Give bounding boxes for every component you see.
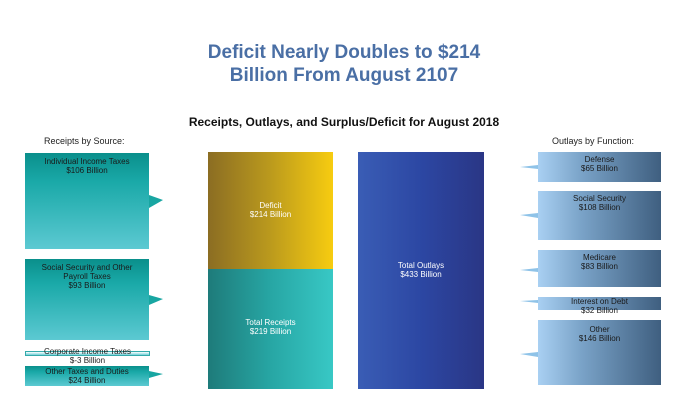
outlay-pointer (520, 165, 538, 169)
outlay-label: Interest on Debt (571, 297, 628, 306)
receipt-pointer (149, 195, 163, 208)
outlay-label: Other (589, 325, 610, 334)
outlay-value: $65 Billion (581, 164, 618, 173)
outlay-value: $108 Billion (578, 203, 621, 212)
outlay-value: $83 Billion (581, 262, 618, 271)
receipt-label: Corporate Income Taxes (43, 347, 131, 356)
receipt-label: Individual Income Taxes (44, 157, 130, 166)
outlay-defense: Defense $65 Billion (538, 152, 661, 182)
chart-subtitle: Receipts, Outlays, and Surplus/Deficit f… (188, 115, 500, 129)
deficit-bar: Deficit $214 Billion (208, 152, 333, 269)
outlay-other: Other $146 Billion (538, 320, 661, 385)
outlay-label: Social Security (573, 194, 626, 203)
total-outlays-label: Total Outlays (397, 261, 445, 270)
receipt-corporate-income-taxes: Corporate Income Taxes $-3 Billion (25, 347, 150, 365)
receipt-label: Social Security and Other Payroll Taxes (41, 263, 133, 281)
total-receipts-bar: Total Receipts $219 Billion (208, 269, 333, 389)
outlay-pointer (520, 268, 538, 272)
receipts-header: Receipts by Source: (44, 136, 125, 146)
outlay-value: $146 Billion (578, 334, 621, 343)
outlay-social-security: Social Security $108 Billion (538, 191, 661, 240)
receipt-value: $24 Billion (68, 376, 106, 385)
total-receipts-value: $219 Billion (249, 327, 292, 336)
total-outlays-value: $433 Billion (400, 270, 442, 279)
deficit-value: $214 Billion (249, 210, 292, 219)
deficit-label: Deficit (259, 201, 282, 210)
chart-title: Deficit Nearly Doubles to $214 Billion F… (0, 41, 688, 87)
outlay-interest-on-debt: Interest on Debt $32 Billion (538, 297, 661, 315)
outlay-label: Medicare (583, 253, 616, 262)
chart-title-line-2: Billion From August 2107 (229, 65, 459, 86)
receipt-value: $93 Billion (68, 281, 106, 290)
receipt-pointer (149, 295, 163, 305)
outlay-value: $32 Billion (581, 306, 618, 315)
receipt-payroll-taxes: Social Security and Other Payroll Taxes … (25, 259, 149, 340)
total-outlays-bar: Total Outlays $433 Billion (358, 152, 484, 389)
receipt-value: $-3 Billion (69, 356, 106, 365)
chart-title-line-1: Deficit Nearly Doubles to $214 (207, 42, 481, 63)
outlay-pointer (520, 352, 538, 357)
receipt-individual-income-taxes: Individual Income Taxes $106 Billion (25, 153, 149, 249)
total-receipts-label: Total Receipts (245, 318, 296, 327)
outlay-pointer (520, 300, 538, 303)
receipt-label: Other Taxes and Duties (45, 367, 129, 376)
outlay-label: Defense (584, 155, 615, 164)
receipt-value: $106 Billion (66, 166, 108, 175)
receipt-pointer (149, 371, 163, 378)
outlays-header: Outlays by Function: (552, 136, 635, 146)
outlay-pointer (520, 213, 538, 218)
receipt-other-taxes-duties: Other Taxes and Duties $24 Billion (25, 366, 149, 386)
outlay-medicare: Medicare $83 Billion (538, 250, 661, 287)
